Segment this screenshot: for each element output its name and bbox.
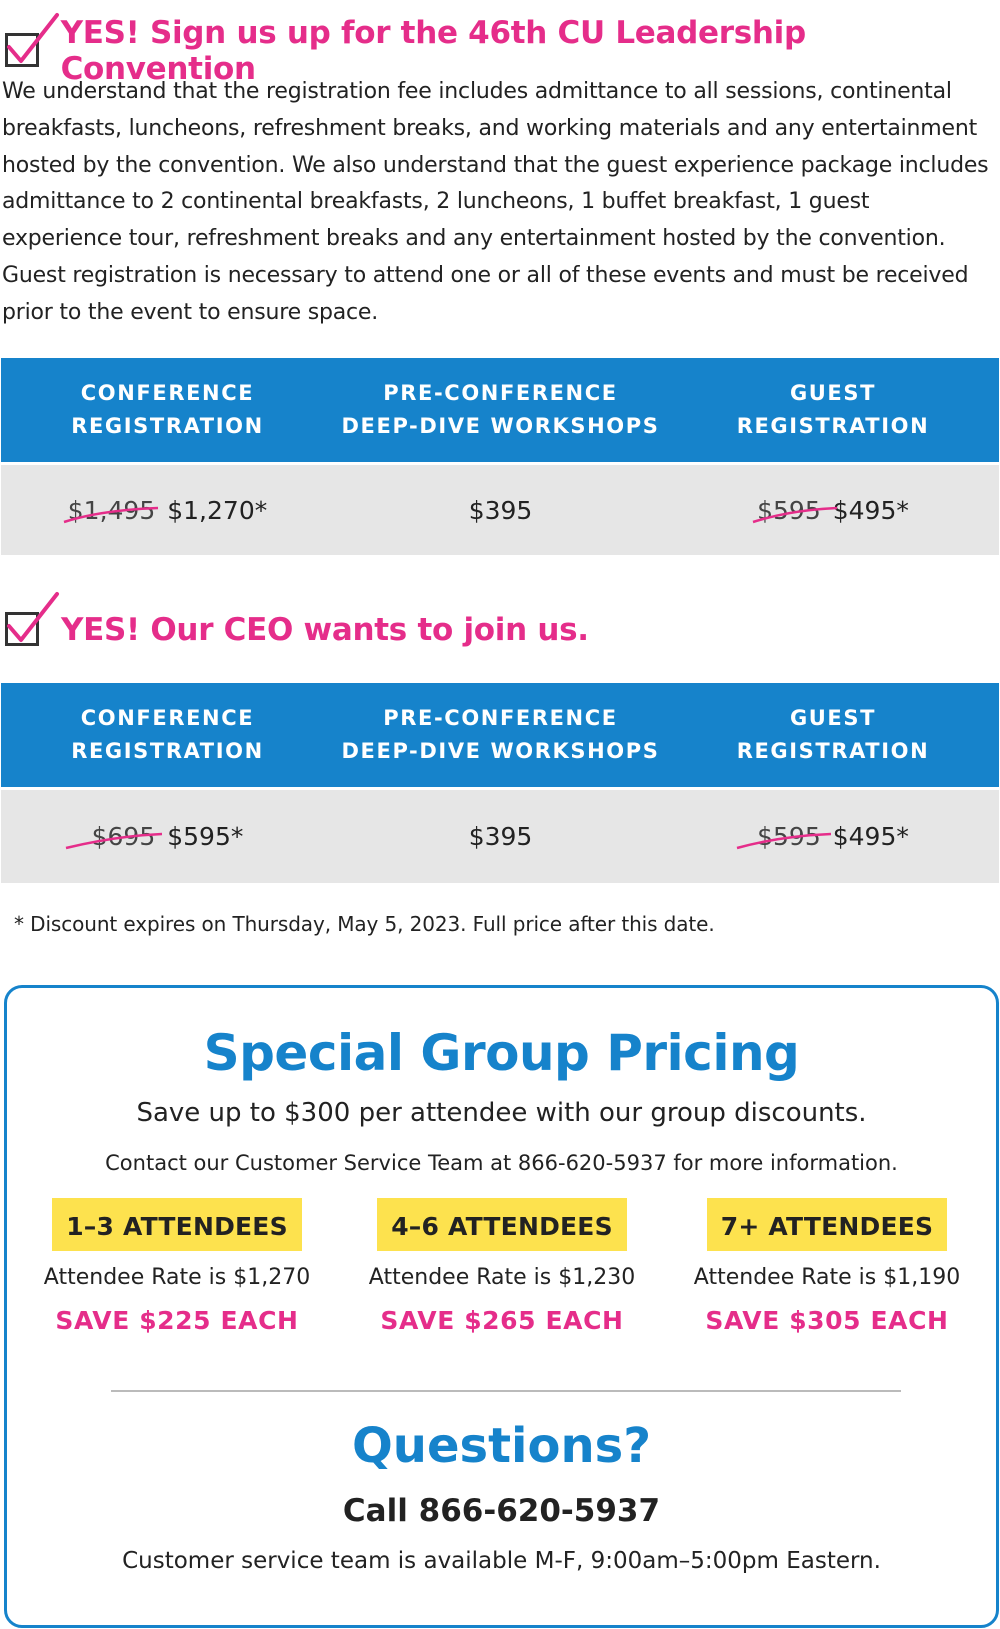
section1-heading-row: YES! Sign us up for the 46th CU Leadersh… [0,13,1000,87]
guest-new-price: $495* [832,822,909,851]
old-price: $1,495 [63,496,158,525]
tier-savings: SAVE $265 EACH [380,1306,624,1335]
header-conference: CONFERENCE REGISTRATION [71,706,264,763]
tier-rate: Attendee Rate is $1,190 [693,1265,961,1290]
workshops-price: $395 [468,495,533,525]
tier-savings: SAVE $225 EACH [55,1306,299,1335]
section1-heading: YES! Sign us up for the 46th CU Leadersh… [60,15,807,87]
table-header-row: CONFERENCE REGISTRATION PRE-CONFERENCE D… [1,358,999,462]
questions-title: Questions? [351,1418,652,1474]
header-workshops: PRE-CONFERENCE DEEP-DIVE WORKSHOPS [341,706,660,763]
section2-heading: YES! Our CEO wants to join us. [61,612,589,648]
tier-list: 1–3 ATTENDEES Attendee Rate is $1,270 SA… [27,1198,977,1335]
conference-new-price: $595* [167,822,244,851]
tier-4-6: 4–6 ATTENDEES Attendee Rate is $1,230 SA… [352,1198,652,1335]
discount-disclaimer: * Discount expires on Thursday, May 5, 2… [14,912,715,936]
checkbox-check-icon[interactable] [5,592,59,648]
table-price-row: $695 $595* $395 $595 $495* [1,790,999,883]
questions-hours: Customer service team is available M-F, … [122,1548,881,1574]
old-price: $695 [65,822,162,851]
table-price-row: $1,495 $1,270* $395 $595 $495* [1,465,999,555]
pricing-table-main: CONFERENCE REGISTRATION PRE-CONFERENCE D… [1,358,999,555]
table-header-row: CONFERENCE REGISTRATION PRE-CONFERENCE D… [1,683,999,787]
header-guest: GUEST REGISTRATION [736,381,930,438]
conference-new-price: $1,270* [167,495,268,525]
header-conference: CONFERENCE REGISTRATION [71,381,264,438]
workshops-price: $395 [468,822,533,851]
group-pricing-box: Special Group Pricing Save up to $300 pe… [4,985,999,1628]
tier-7-plus: 7+ ATTENDEES Attendee Rate is $1,190 SAV… [677,1198,977,1335]
guest-new-price: $495* [832,495,909,525]
section2-heading-row: YES! Our CEO wants to join us. [0,592,589,648]
checkbox-check-icon[interactable] [5,13,59,69]
group-pricing-title: Special Group Pricing [203,1024,800,1082]
section-divider [111,1390,901,1392]
header-workshops: PRE-CONFERENCE DEEP-DIVE WORKSHOPS [341,381,660,438]
tier-rate: Attendee Rate is $1,270 [43,1265,311,1290]
pricing-table-ceo: CONFERENCE REGISTRATION PRE-CONFERENCE D… [1,683,999,883]
questions-phone[interactable]: Call 866-620-5937 [342,1493,661,1529]
header-guest: GUEST REGISTRATION [736,706,930,763]
group-pricing-subtitle: Save up to $300 per attendee with our gr… [136,1098,867,1128]
tier-badge: 1–3 ATTENDEES [52,1198,302,1251]
tier-rate: Attendee Rate is $1,230 [368,1265,636,1290]
tier-badge: 4–6 ATTENDEES [377,1198,627,1251]
tier-savings: SAVE $305 EACH [705,1306,949,1335]
old-price: $595 [736,822,832,851]
old-price: $595 [752,496,838,525]
intro-paragraph: We understand that the registration fee … [2,79,989,325]
group-pricing-contact: Contact our Customer Service Team at 866… [105,1151,898,1175]
tier-1-3: 1–3 ATTENDEES Attendee Rate is $1,270 SA… [27,1198,327,1335]
tier-badge: 7+ ATTENDEES [706,1198,948,1251]
